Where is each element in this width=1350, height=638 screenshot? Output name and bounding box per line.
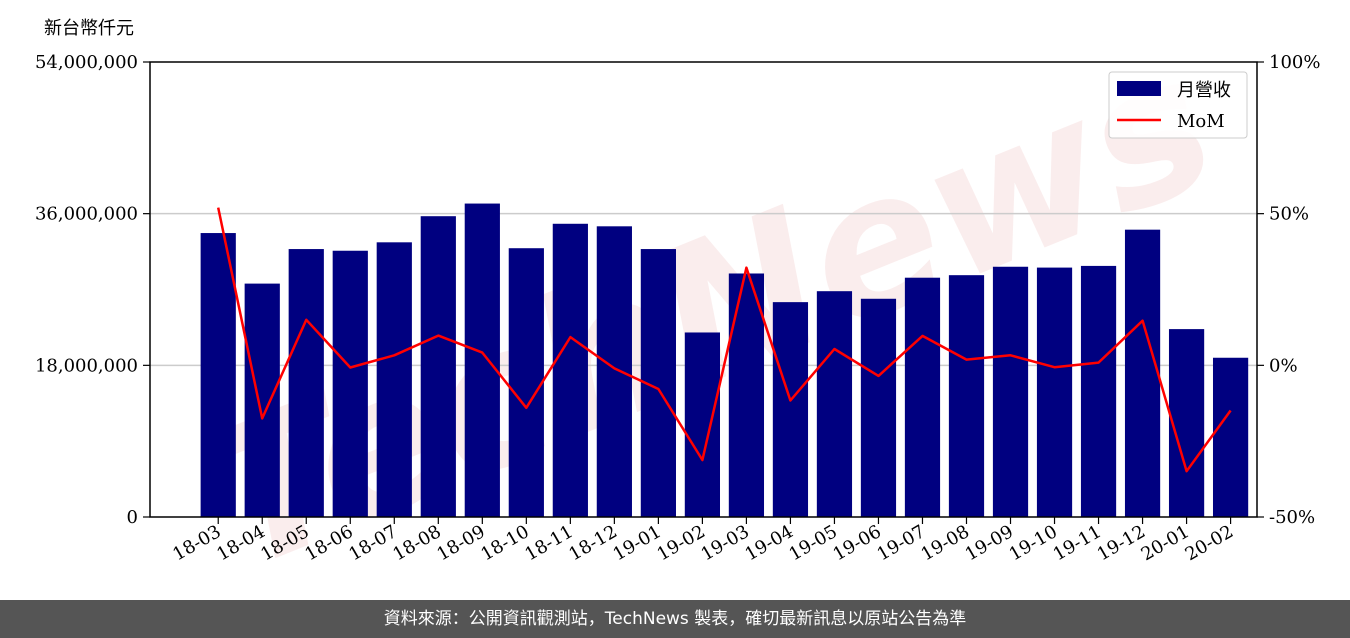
plot-frame: [149, 61, 1258, 518]
legend-bar-swatch: [1117, 81, 1161, 96]
revenue-bar: [1124, 229, 1161, 518]
y-right-tick-label: 0%: [1269, 355, 1298, 376]
revenue-bar: [948, 275, 985, 517]
x-tick-label: 19-08: [918, 521, 973, 565]
y-axis-unit-label: 新台幣仟元: [44, 18, 134, 39]
revenue-bar: [508, 248, 544, 518]
y-left-tick-label: 36,000,000: [35, 204, 138, 225]
revenue-bar: [904, 277, 941, 517]
y-right-tick-label: 50%: [1269, 204, 1309, 225]
x-tick-label: 18-03: [169, 521, 224, 565]
x-tick-label: 18-11: [521, 521, 576, 565]
x-tick-label: 19-07: [874, 521, 929, 565]
revenue-bar: [1080, 265, 1117, 517]
mom-line: [216, 207, 1232, 473]
x-tick-label: 19-06: [830, 521, 885, 565]
bars: [200, 203, 1249, 518]
x-tick-label: 20-02: [1182, 521, 1237, 565]
y-left-tick-label: 18,000,000: [35, 355, 138, 376]
x-tick-label: 20-01: [1138, 521, 1193, 565]
revenue-bar: [684, 332, 721, 517]
y-right-tick-label: 100%: [1269, 52, 1320, 73]
x-tick-label: 19-09: [962, 521, 1017, 565]
x-tick-label: 19-05: [786, 521, 841, 565]
revenue-bar: [200, 233, 236, 517]
revenue-bar: [596, 226, 632, 518]
x-tick-label: 19-12: [1094, 521, 1149, 565]
legend-label-revenue: 月營收: [1177, 80, 1231, 101]
x-tick-label: 18-12: [565, 521, 620, 565]
legend: 月營收 MoM: [1108, 71, 1248, 139]
revenue-bar: [816, 291, 853, 517]
y-left-tick-label: 54,000,000: [35, 52, 138, 73]
legend-label-mom: MoM: [1177, 111, 1225, 132]
mom-line-path: [216, 207, 1232, 473]
revenue-bar: [376, 242, 412, 517]
y-right-tick-label: -50%: [1269, 507, 1315, 528]
revenue-bar: [860, 298, 897, 517]
revenue-bar: [288, 249, 324, 518]
revenue-chart: TechNews 018,000,00036,000,00054,000,000…: [35, 11, 1321, 600]
revenue-bar: [464, 203, 500, 518]
x-tick-label: 19-03: [697, 521, 752, 565]
revenue-bar: [420, 216, 456, 517]
x-tick-label: 19-02: [653, 521, 708, 565]
revenue-bar: [1036, 267, 1073, 517]
source-footer: 資料來源：公開資訊觀測站，TechNews 製表，確切最新訊息以原站公告為準: [0, 600, 1350, 638]
revenue-bar: [244, 283, 280, 517]
x-tick-label: 19-11: [1050, 521, 1105, 565]
revenue-bar: [1212, 357, 1249, 517]
y-left-tick-label: 0: [127, 507, 138, 528]
revenue-bar: [332, 250, 368, 518]
x-tick-label: 19-04: [741, 521, 796, 565]
x-tick-label: 19-10: [1006, 521, 1061, 565]
revenue-bar: [728, 273, 765, 517]
x-tick-label: 18-10: [477, 521, 532, 565]
x-tick-label: 19-01: [609, 521, 664, 565]
revenue-bar: [992, 266, 1029, 517]
revenue-bar: [772, 302, 809, 517]
revenue-bar: [1168, 329, 1205, 517]
revenue-bar: [552, 223, 588, 517]
